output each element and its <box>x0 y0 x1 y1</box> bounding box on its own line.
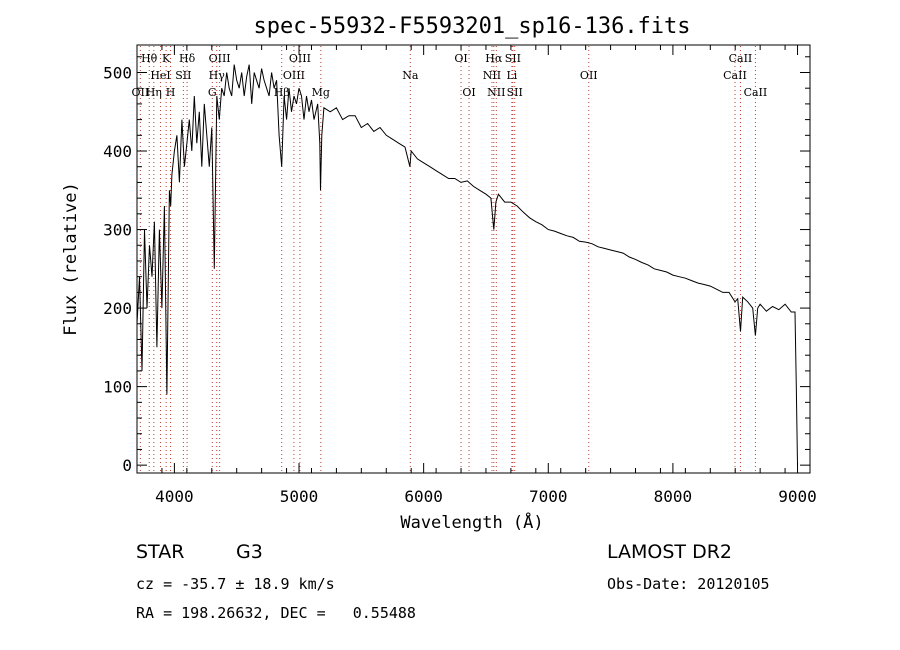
spectral-line-label: Mg <box>312 86 330 99</box>
y-tick-label: 100 <box>103 378 132 397</box>
spectral-line-label: CaII <box>723 69 747 82</box>
x-tick-label: 4000 <box>155 487 194 506</box>
spectral-line-label: NII <box>483 69 501 82</box>
spectral-line-label: OIII <box>283 69 305 82</box>
spectral-line-label: SII <box>175 69 191 82</box>
spectral-line-label: CaII <box>729 52 753 65</box>
y-tick-label: 200 <box>103 299 132 318</box>
spectral-line-labels: OII Hθ Hη HeI K SII H Hδ OIII Hγ G OIII OIII Hβ Mg Na OI… <box>132 52 768 99</box>
x-axis-label: Wavelength (Å) <box>400 511 543 533</box>
spectral-line-label: CaII <box>744 86 768 99</box>
spectral-line-label: NII <box>487 86 505 99</box>
spectral-line-label: G <box>208 86 217 99</box>
spectral-subclass: G3 <box>236 541 263 563</box>
x-axis: 4000 5000 6000 7000 8000 9000 <box>136 45 817 506</box>
spectral-line-label: H <box>166 86 176 99</box>
observation-date: Obs-Date: 20120105 <box>607 575 770 593</box>
y-axis-label: Flux (relative) <box>61 182 81 336</box>
spectral-line-label: OI <box>454 52 467 65</box>
object-type: STAR <box>136 541 185 563</box>
spectral-line-label: HeI <box>150 69 170 82</box>
x-tick-label: 6000 <box>404 487 443 506</box>
x-tick-label: 7000 <box>529 487 568 506</box>
spectral-line-label: Na <box>402 69 419 82</box>
spectral-line-label: SII <box>505 52 521 65</box>
plot-frame <box>136 44 811 474</box>
spectral-line-label: Li <box>506 69 517 82</box>
spectral-line-label: OII <box>580 69 598 82</box>
spectral-line-label: OIII <box>289 52 311 65</box>
x-tick-label: 9000 <box>778 487 817 506</box>
spectral-line-markers <box>139 46 756 472</box>
spectral-line-label: Hη <box>146 86 162 99</box>
spectral-line-label: Hα <box>485 52 503 65</box>
spectral-line-label: Hδ <box>179 52 196 65</box>
flux-series-line <box>136 64 798 466</box>
y-tick-label: 300 <box>103 221 132 240</box>
y-tick-label: 500 <box>103 63 132 82</box>
y-tick-label: 400 <box>103 142 132 161</box>
coordinates: RA = 198.26632, DEC = 0.55488 <box>136 604 416 622</box>
spectral-line-label: K <box>162 52 171 65</box>
y-axis: 0 100 200 300 400 500 <box>103 56 810 475</box>
y-tick-label: 0 <box>122 456 132 475</box>
survey-name: LAMOST DR2 <box>607 541 732 563</box>
spectral-line-label: SII <box>507 86 523 99</box>
chart-title: spec-55932-F5593201_sp16-136.fits <box>253 14 690 39</box>
spectral-line-label: Hθ <box>141 52 158 65</box>
spectral-line-label: Hγ <box>209 69 226 82</box>
redshift-cz: cz = -35.7 ± 18.9 km/s <box>136 575 335 593</box>
x-tick-label: 5000 <box>280 487 319 506</box>
spectral-line-label: OII <box>132 86 150 99</box>
spectral-line-label: Hβ <box>274 86 290 99</box>
spectral-line-label: OI <box>462 86 475 99</box>
spectral-line-label: OIII <box>209 52 231 65</box>
x-tick-label: 8000 <box>654 487 693 506</box>
